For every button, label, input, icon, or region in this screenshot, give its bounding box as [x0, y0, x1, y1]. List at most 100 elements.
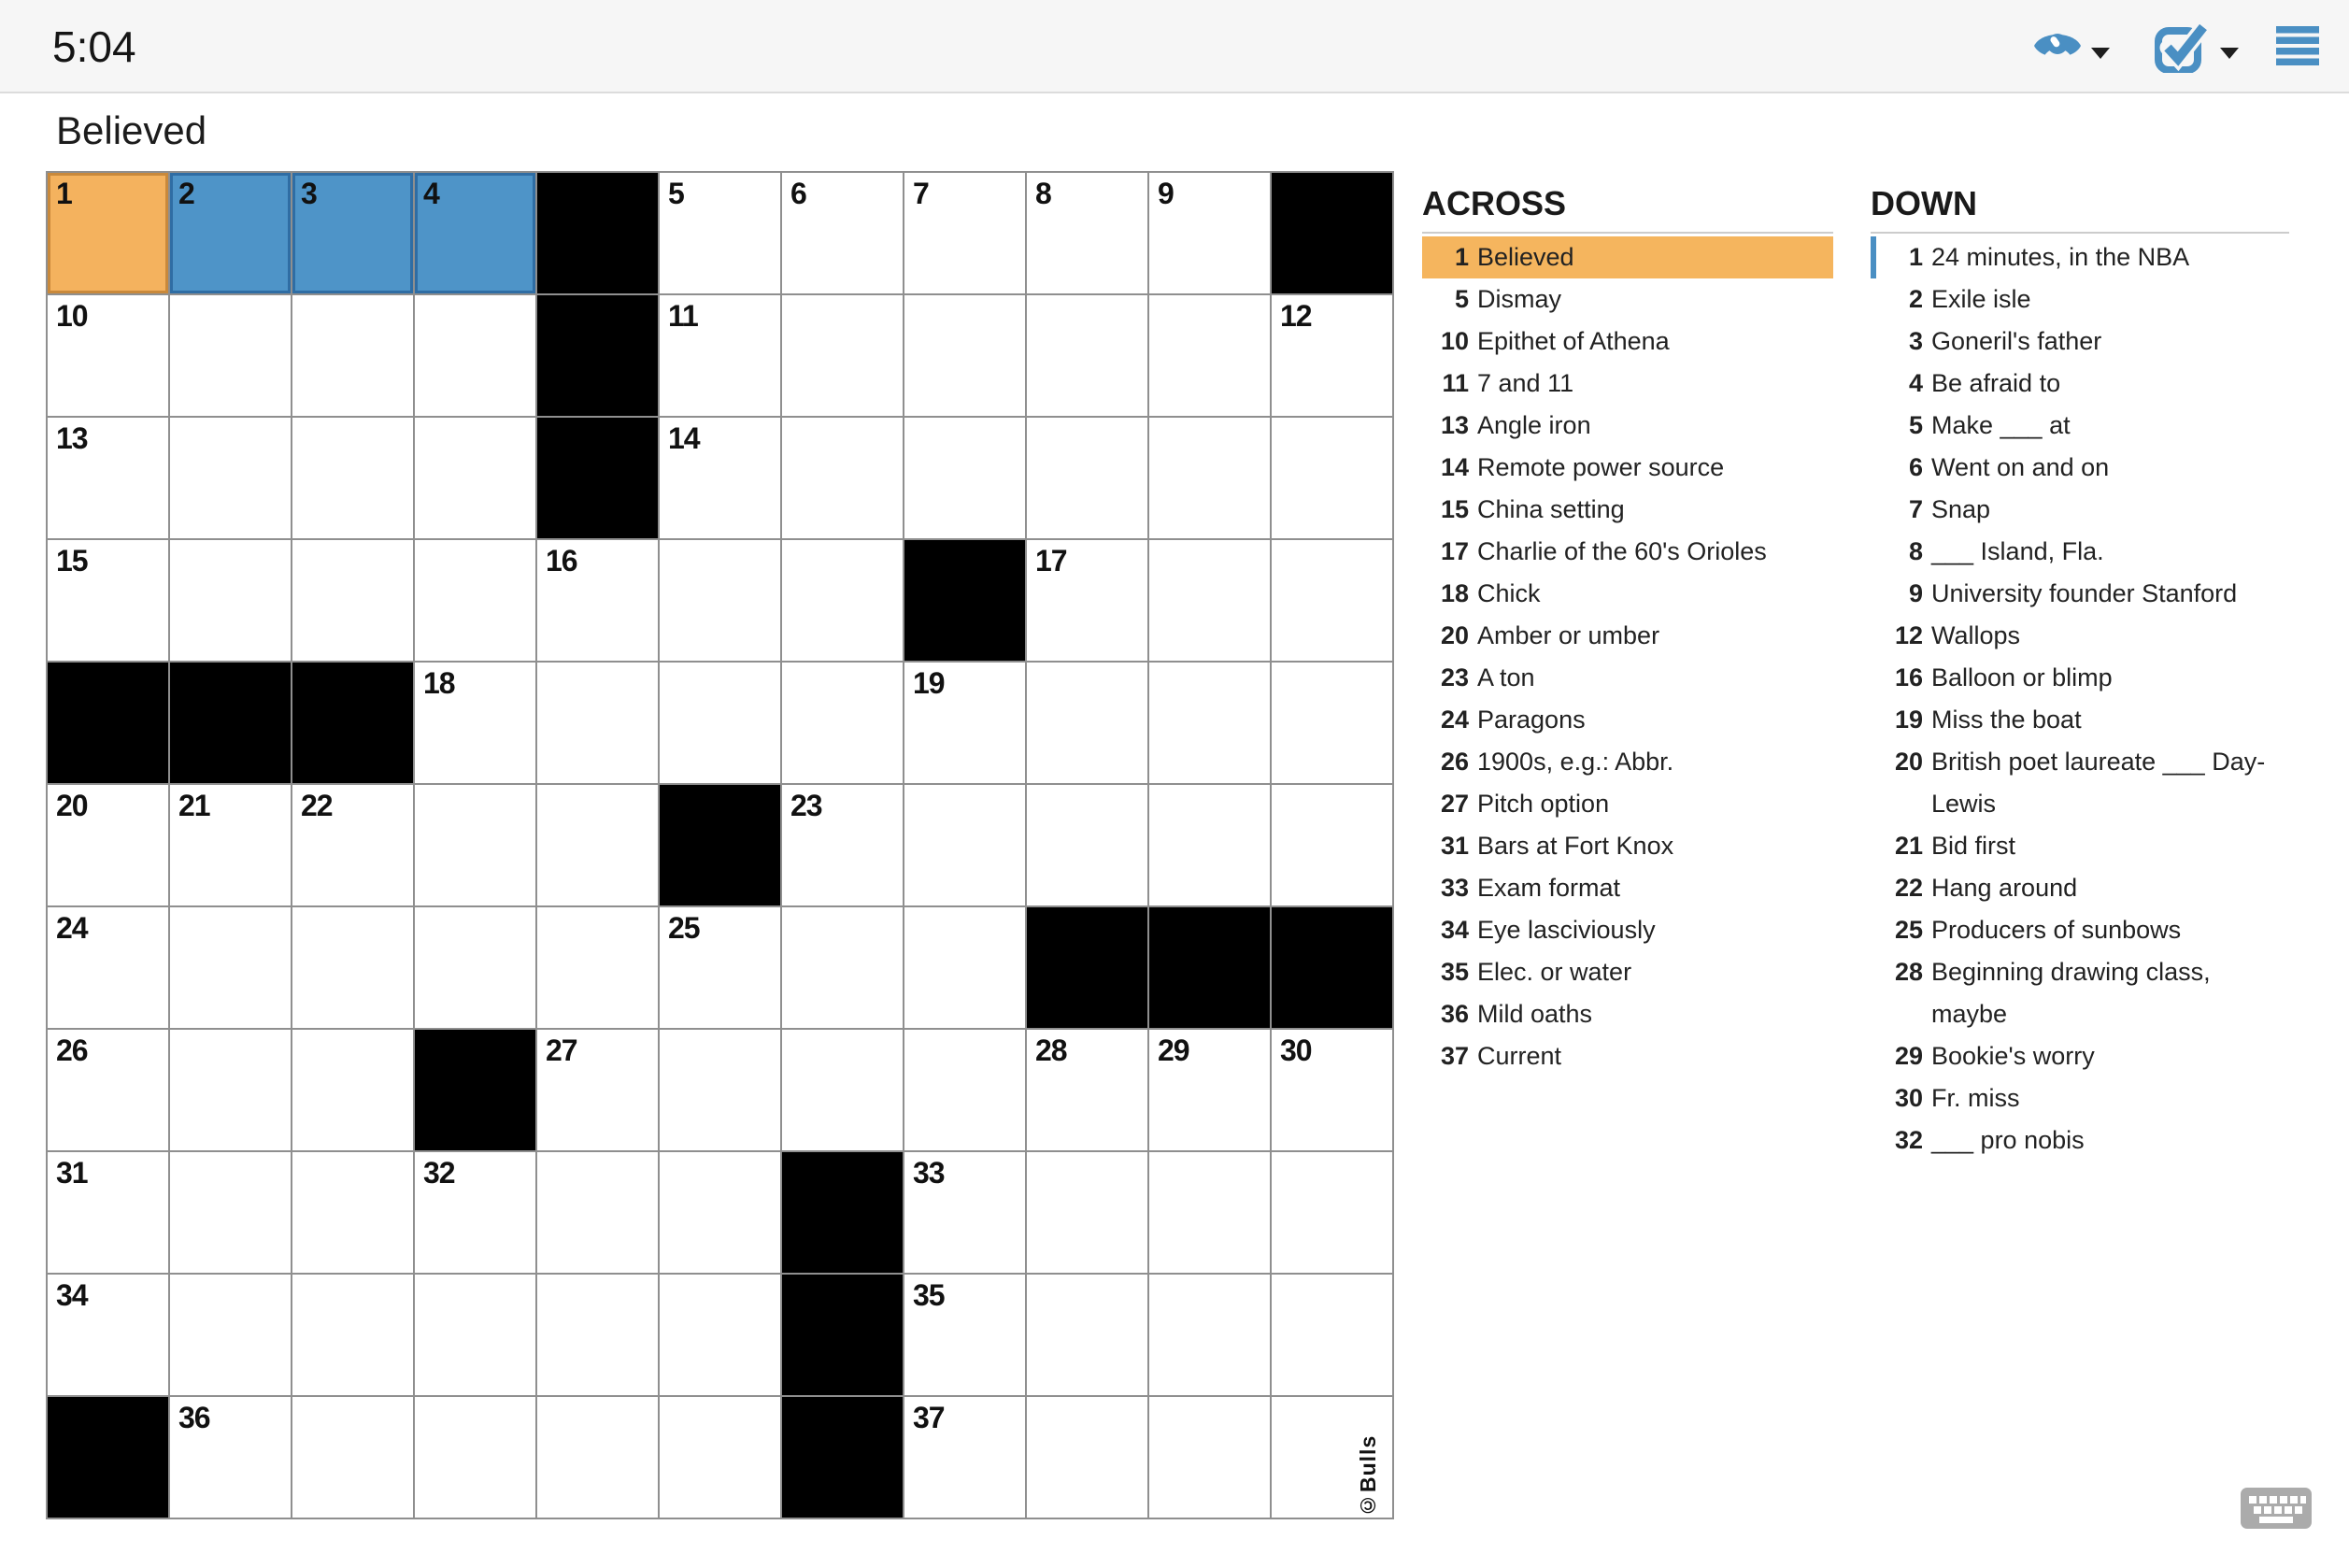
across-clue-35[interactable]: 35 Elec. or water [1422, 951, 1833, 993]
down-clue-9[interactable]: 9 University founder Stanford [1871, 573, 2289, 615]
grid-cell-36[interactable]: 36 [170, 1397, 291, 1518]
grid-cell[interactable] [537, 907, 658, 1028]
down-clue-30[interactable]: 30 Fr. miss [1871, 1077, 2289, 1119]
grid-cell[interactable] [904, 907, 1025, 1028]
across-clue-20[interactable]: 20 Amber or umber [1422, 615, 1833, 657]
reveal-button[interactable] [2033, 0, 2110, 93]
grid-cell[interactable] [1149, 540, 1270, 661]
grid-cell-24[interactable]: 24 [48, 907, 168, 1028]
grid-cell[interactable] [1272, 1152, 1392, 1273]
down-clue-8[interactable]: 8 ___ Island, Fla. [1871, 531, 2289, 573]
grid-cell[interactable] [292, 1397, 413, 1518]
across-clue-26[interactable]: 26 1900s, e.g.: Abbr. [1422, 741, 1833, 783]
grid-cell-17[interactable]: 17 [1027, 540, 1147, 661]
grid-cell-31[interactable]: 31 [48, 1152, 168, 1273]
selected-cell-3[interactable]: 3 [292, 173, 413, 293]
grid-cell[interactable] [782, 907, 903, 1028]
grid-cell[interactable] [904, 785, 1025, 905]
grid-cell[interactable] [1027, 295, 1147, 416]
grid-cell[interactable] [1272, 540, 1392, 661]
grid-cell[interactable] [537, 1275, 658, 1395]
down-clue-29[interactable]: 29 Bookie's worry [1871, 1035, 2289, 1077]
down-clue-32[interactable]: 32 ___ pro nobis [1871, 1119, 2289, 1162]
across-clue-17[interactable]: 17 Charlie of the 60's Orioles [1422, 531, 1833, 573]
down-clue-20[interactable]: 20 British poet laureate ___ Day-Lewis [1871, 741, 2289, 825]
grid-cell[interactable] [415, 418, 535, 538]
grid-cell-30[interactable]: 30 [1272, 1030, 1392, 1150]
grid-cell[interactable] [170, 540, 291, 661]
across-clue-14[interactable]: 14 Remote power source [1422, 447, 1833, 489]
grid-cell[interactable] [415, 295, 535, 416]
grid-cell-26[interactable]: 26 [48, 1030, 168, 1150]
grid-cell[interactable] [292, 295, 413, 416]
grid-cell[interactable] [1149, 1152, 1270, 1273]
grid-cell[interactable] [170, 295, 291, 416]
keyboard-toggle-button[interactable] [2241, 1488, 2312, 1532]
grid-cell[interactable] [292, 418, 413, 538]
grid-cell-32[interactable]: 32 [415, 1152, 535, 1273]
down-clue-5[interactable]: 5 Make ___ at [1871, 405, 2289, 447]
grid-cell-5[interactable]: 5 [660, 173, 780, 293]
down-clue-3[interactable]: 3 Goneril's father [1871, 321, 2289, 363]
grid-cell-18[interactable]: 18 [415, 663, 535, 783]
grid-cell[interactable] [415, 907, 535, 1028]
grid-cell[interactable] [1149, 1397, 1270, 1518]
across-clue-24[interactable]: 24 Paragons [1422, 699, 1833, 741]
across-clue-23[interactable]: 23 A ton [1422, 657, 1833, 699]
grid-cell-28[interactable]: 28 [1027, 1030, 1147, 1150]
grid-cell[interactable] [904, 1030, 1025, 1150]
grid-cell[interactable] [1027, 1275, 1147, 1395]
grid-cell[interactable] [1272, 663, 1392, 783]
grid-cell[interactable] [1149, 295, 1270, 416]
grid-cell-23[interactable]: 23 [782, 785, 903, 905]
across-clue-1[interactable]: 1 Believed [1422, 236, 1833, 278]
grid-cell-29[interactable]: 29 [1149, 1030, 1270, 1150]
grid-cell[interactable] [782, 540, 903, 661]
down-clue-21[interactable]: 21 Bid first [1871, 825, 2289, 867]
down-clue-4[interactable]: 4 Be afraid to [1871, 363, 2289, 405]
across-clue-13[interactable]: 13 Angle iron [1422, 405, 1833, 447]
grid-cell[interactable] [170, 1275, 291, 1395]
grid-cell[interactable] [1149, 785, 1270, 905]
grid-cell[interactable] [660, 1397, 780, 1518]
grid-cell-37[interactable]: 37 [904, 1397, 1025, 1518]
grid-cell[interactable] [292, 1030, 413, 1150]
grid-cell[interactable] [1027, 1152, 1147, 1273]
grid-cell[interactable] [660, 1030, 780, 1150]
across-clue-11[interactable]: 11 7 and 11 [1422, 363, 1833, 405]
down-clue-2[interactable]: 2 Exile isle [1871, 278, 2289, 321]
grid-cell[interactable] [1272, 1275, 1392, 1395]
grid-cell-13[interactable]: 13 [48, 418, 168, 538]
grid-cell[interactable] [782, 295, 903, 416]
grid-cell[interactable] [1149, 663, 1270, 783]
grid-cell[interactable] [292, 1275, 413, 1395]
across-clue-15[interactable]: 15 China setting [1422, 489, 1833, 531]
grid-cell-27[interactable]: 27 [537, 1030, 658, 1150]
grid-cell[interactable] [782, 1030, 903, 1150]
grid-cell[interactable] [660, 663, 780, 783]
down-clue-28[interactable]: 28 Beginning drawing class, maybe [1871, 951, 2289, 1035]
grid-cell[interactable] [1272, 1397, 1392, 1518]
grid-cell-19[interactable]: 19 [904, 663, 1025, 783]
down-clue-6[interactable]: 6 Went on and on [1871, 447, 2289, 489]
grid-cell[interactable] [904, 295, 1025, 416]
selected-cell-2[interactable]: 2 [170, 173, 291, 293]
selected-cell-4[interactable]: 4 [415, 173, 535, 293]
down-clue-12[interactable]: 12 Wallops [1871, 615, 2289, 657]
grid-cell-8[interactable]: 8 [1027, 173, 1147, 293]
down-clue-1[interactable]: 1 24 minutes, in the NBA [1871, 236, 2289, 278]
grid-cell[interactable] [1149, 1275, 1270, 1395]
grid-cell[interactable] [170, 418, 291, 538]
grid-cell[interactable] [782, 663, 903, 783]
grid-cell[interactable] [292, 1152, 413, 1273]
grid-cell-12[interactable]: 12 [1272, 295, 1392, 416]
across-clue-36[interactable]: 36 Mild oaths [1422, 993, 1833, 1035]
grid-cell-14[interactable]: 14 [660, 418, 780, 538]
grid-cell[interactable] [537, 1152, 658, 1273]
grid-cell[interactable] [415, 785, 535, 905]
grid-cell[interactable] [292, 907, 413, 1028]
grid-cell-7[interactable]: 7 [904, 173, 1025, 293]
grid-cell[interactable] [1027, 418, 1147, 538]
grid-cell[interactable] [537, 1397, 658, 1518]
grid-cell-33[interactable]: 33 [904, 1152, 1025, 1273]
